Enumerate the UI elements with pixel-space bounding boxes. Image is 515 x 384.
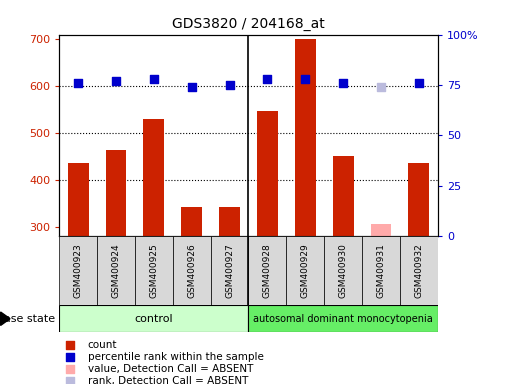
Point <box>65 354 74 360</box>
Text: GSM400928: GSM400928 <box>263 243 272 298</box>
Title: GDS3820 / 204168_at: GDS3820 / 204168_at <box>172 17 325 31</box>
Point <box>415 80 423 86</box>
Text: disease state: disease state <box>0 314 56 324</box>
Point <box>226 82 234 88</box>
Bar <box>68 164 89 236</box>
Point <box>339 80 347 86</box>
Bar <box>333 156 353 236</box>
Point <box>74 80 82 86</box>
Text: rank, Detection Call = ABSENT: rank, Detection Call = ABSENT <box>88 376 248 384</box>
Bar <box>97 236 135 305</box>
Bar <box>135 236 173 305</box>
Bar <box>286 236 324 305</box>
Bar <box>219 207 240 236</box>
Text: GSM400927: GSM400927 <box>225 243 234 298</box>
Text: autosomal dominant monocytopenia: autosomal dominant monocytopenia <box>253 314 433 324</box>
Text: GSM400931: GSM400931 <box>376 243 385 298</box>
Bar <box>408 162 429 236</box>
Bar <box>181 207 202 236</box>
Point <box>65 377 74 384</box>
Bar <box>295 39 316 236</box>
Text: count: count <box>88 339 117 350</box>
Bar <box>257 111 278 236</box>
Bar <box>248 236 286 305</box>
Text: GSM400924: GSM400924 <box>112 243 121 298</box>
Bar <box>248 305 438 332</box>
Point <box>263 76 271 82</box>
Text: percentile rank within the sample: percentile rank within the sample <box>88 352 264 362</box>
Text: value, Detection Call = ABSENT: value, Detection Call = ABSENT <box>88 364 253 374</box>
Bar <box>106 151 126 236</box>
Bar <box>371 224 391 236</box>
Bar <box>59 236 97 305</box>
Text: GSM400923: GSM400923 <box>74 243 82 298</box>
Point <box>112 78 120 84</box>
Bar <box>173 236 211 305</box>
Point <box>301 76 310 82</box>
Point <box>150 76 158 82</box>
Text: GSM400930: GSM400930 <box>339 243 348 298</box>
Point <box>65 366 74 372</box>
Point <box>65 342 74 348</box>
Bar <box>400 236 438 305</box>
Bar <box>144 119 164 236</box>
Polygon shape <box>1 312 10 326</box>
Text: GSM400925: GSM400925 <box>149 243 158 298</box>
Text: control: control <box>134 314 173 324</box>
Point <box>377 84 385 90</box>
Text: GSM400926: GSM400926 <box>187 243 196 298</box>
Text: GSM400932: GSM400932 <box>415 243 423 298</box>
Bar <box>211 236 248 305</box>
Bar <box>59 305 248 332</box>
Point <box>187 84 196 90</box>
Bar <box>362 236 400 305</box>
Text: GSM400929: GSM400929 <box>301 243 310 298</box>
Bar <box>324 236 362 305</box>
